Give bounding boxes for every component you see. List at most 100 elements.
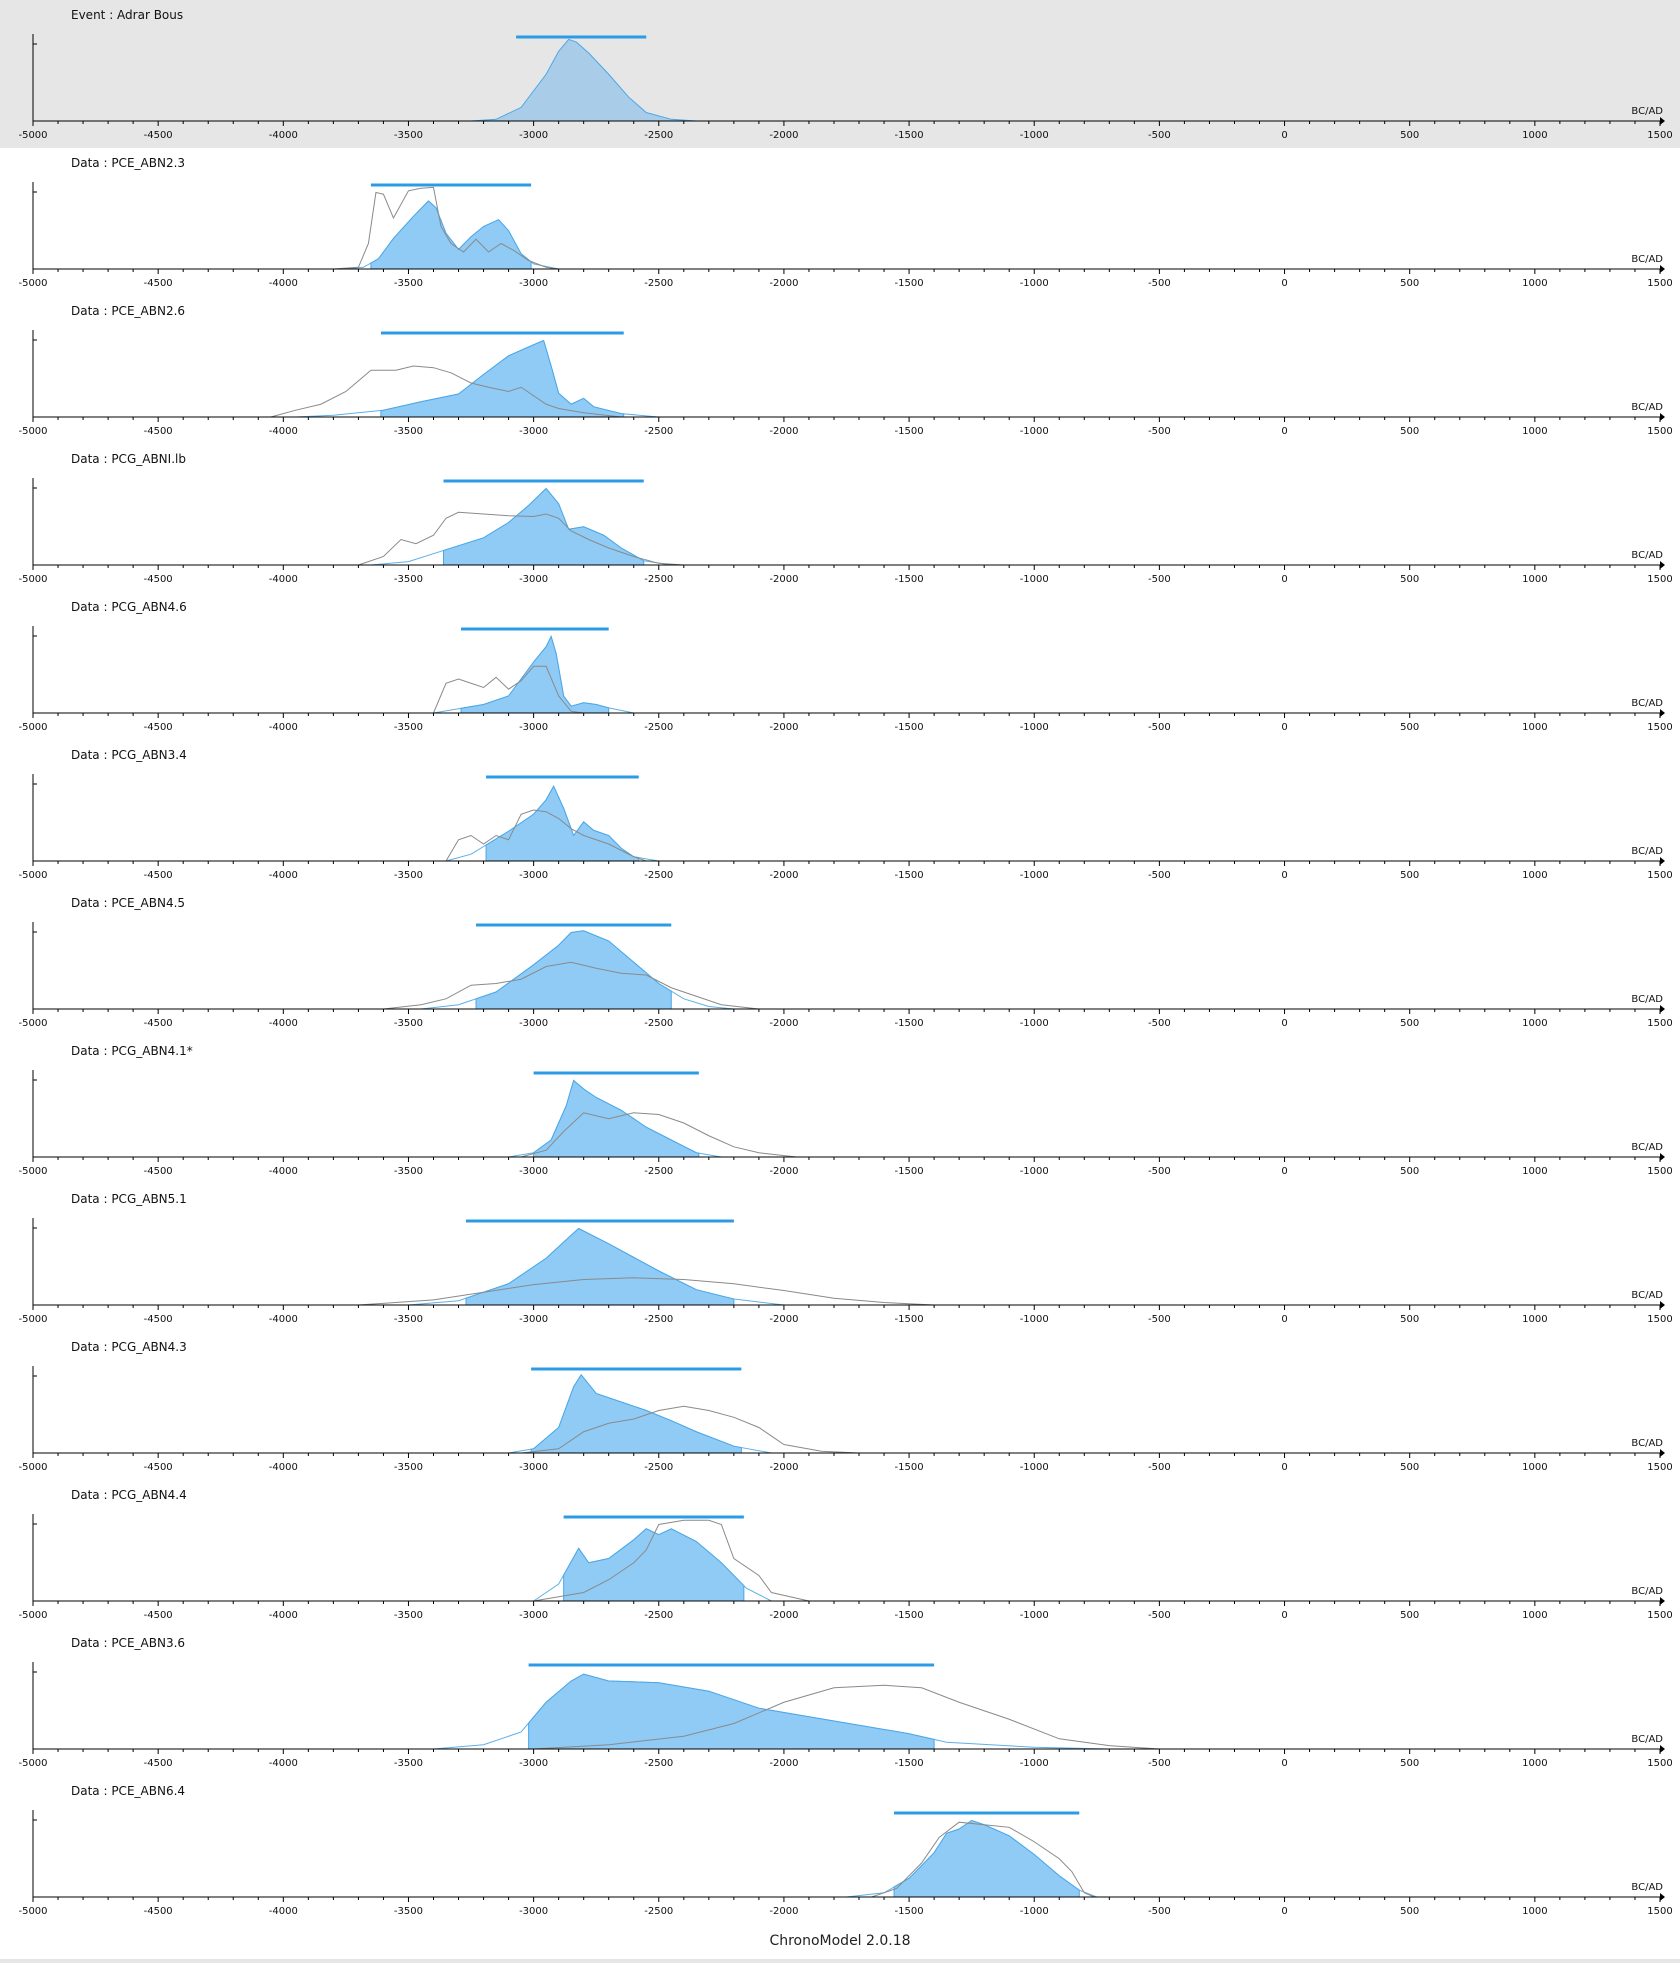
density-plot: -5000 -4500 -4000 -3500 -3000 -2500 -2000 -1500… — [18, 1514, 1673, 1621]
x-tick-label: -3000 — [519, 130, 548, 141]
x-tick-label: -1000 — [1020, 1906, 1049, 1917]
x-tick-label: 500 — [1400, 1758, 1419, 1769]
x-tick-label: -5000 — [18, 1018, 47, 1029]
x-tick-label: 0 — [1281, 1166, 1287, 1177]
x-axis-arrow — [1660, 561, 1665, 569]
x-tick-label: -4500 — [144, 1314, 173, 1325]
x-axis-arrow — [1660, 709, 1665, 717]
panel-title: Data : PCE_ABN2.3 — [71, 156, 186, 170]
x-tick-label: -4000 — [269, 426, 298, 437]
x-tick-label: 1500 — [1647, 870, 1672, 881]
x-tick-label: -2500 — [644, 574, 673, 585]
density-plot: -5000 -4500 -4000 -3500 -3000 -2500 -2000 -1500… — [18, 1218, 1673, 1325]
x-tick-label: -4000 — [269, 870, 298, 881]
data-panel: Data : PCE_ABN2.6 -5000 -4500 -4000 -3500 -30… — [0, 296, 1680, 444]
density-plot: -5000 -4500 -4000 -3500 -3000 -2500 -2000 -1500… — [18, 1070, 1673, 1177]
x-tick-label: -4500 — [144, 278, 173, 289]
x-tick-label: -500 — [1148, 1906, 1171, 1917]
x-tick-label: -2000 — [769, 870, 798, 881]
data-panel: Data : PCG_ABN4.3 -5000 -4500 -4000 -3500 -30… — [0, 1332, 1680, 1480]
hpd-area — [563, 1528, 745, 1602]
x-axis-arrow — [1660, 413, 1665, 421]
x-tick-label: 1500 — [1647, 1758, 1672, 1769]
x-tick-label: -4500 — [144, 870, 173, 881]
x-tick-label: -4500 — [144, 574, 173, 585]
x-tick-label: -4500 — [144, 1166, 173, 1177]
x-tick-label: -1000 — [1020, 1610, 1049, 1621]
x-tick-label: 500 — [1400, 1906, 1419, 1917]
calibration-curve — [871, 1821, 1095, 1898]
x-tick-label: -2000 — [769, 1610, 798, 1621]
x-axis-unit-label: BC/AD — [1631, 550, 1663, 561]
hpd-area — [533, 1079, 700, 1158]
x-tick-label: -1000 — [1020, 870, 1049, 881]
x-tick-label: -500 — [1148, 574, 1171, 585]
data-panel: Data : PCG_ABN4.4 -5000 -4500 -4000 -3500 -30… — [0, 1480, 1680, 1628]
x-tick-label: -3500 — [394, 426, 423, 437]
hpd-area — [528, 1673, 935, 1750]
density-plot: -5000 -4500 -4000 -3500 -3000 -2500 -2000 -1500… — [18, 478, 1673, 585]
x-axis-unit-label: BC/AD — [1631, 1142, 1663, 1153]
x-tick-label: -2500 — [644, 278, 673, 289]
x-axis-unit-label: BC/AD — [1631, 1438, 1663, 1449]
x-axis-arrow — [1660, 265, 1665, 273]
x-tick-label: -1000 — [1020, 426, 1049, 437]
panel-title: Data : PCG_ABN4.6 — [71, 600, 187, 614]
calibration-curve — [333, 186, 559, 270]
x-tick-label: -3500 — [394, 1166, 423, 1177]
x-tick-label: 1000 — [1522, 722, 1547, 733]
x-tick-label: 0 — [1281, 426, 1287, 437]
x-tick-label: 500 — [1400, 426, 1419, 437]
calibration-curve — [383, 961, 759, 1010]
x-tick-label: -5000 — [18, 574, 47, 585]
calibration-curve — [533, 1519, 810, 1602]
x-tick-label: -500 — [1148, 426, 1171, 437]
x-tick-label: 1500 — [1647, 1314, 1672, 1325]
hpd-area — [475, 930, 672, 1010]
panel-title: Data : PCE_ABN3.6 — [71, 1636, 186, 1650]
x-tick-label: -2500 — [644, 722, 673, 733]
x-axis-unit-label: BC/AD — [1631, 1290, 1663, 1301]
x-tick-label: -3000 — [519, 1758, 548, 1769]
x-tick-label: 1500 — [1647, 426, 1672, 437]
x-tick-label: 500 — [1400, 574, 1419, 585]
x-tick-label: 1000 — [1522, 574, 1547, 585]
x-tick-label: -1000 — [1020, 1018, 1049, 1029]
x-tick-label: 0 — [1281, 278, 1287, 289]
x-tick-label: 0 — [1281, 1906, 1287, 1917]
x-tick-label: 1000 — [1522, 426, 1547, 437]
x-axis-unit-label: BC/AD — [1631, 698, 1663, 709]
x-tick-label: -2000 — [769, 722, 798, 733]
x-tick-label: -1500 — [895, 1462, 924, 1473]
x-tick-label: -5000 — [18, 1314, 47, 1325]
x-tick-label: -4000 — [269, 130, 298, 141]
x-tick-label: -3000 — [519, 1166, 548, 1177]
x-tick-label: 500 — [1400, 1018, 1419, 1029]
x-tick-label: -500 — [1148, 278, 1171, 289]
x-tick-label: -3500 — [394, 1462, 423, 1473]
data-panel: Data : PCE_ABN6.4 -5000 -4500 -4000 -3500 -30… — [0, 1776, 1680, 1924]
x-tick-label: 1500 — [1647, 1610, 1672, 1621]
density-plot: -5000 -4500 -4000 -3500 -3000 -2500 -2000 -1500… — [18, 1366, 1673, 1473]
x-axis-arrow — [1660, 1449, 1665, 1457]
x-tick-label: -5000 — [18, 130, 47, 141]
x-tick-label: 0 — [1281, 722, 1287, 733]
x-tick-label: -2500 — [644, 130, 673, 141]
x-tick-label: -2500 — [644, 426, 673, 437]
x-tick-label: -3500 — [394, 1314, 423, 1325]
calibration-curve — [358, 1277, 935, 1306]
x-axis-arrow — [1660, 1893, 1665, 1901]
density-plot: -5000 -4500 -4000 -3500 -3000 -2500 -2000 -1500… — [18, 626, 1673, 733]
x-tick-label: -5000 — [18, 722, 47, 733]
x-tick-label: 1000 — [1522, 1166, 1547, 1177]
x-tick-label: -4000 — [269, 1610, 298, 1621]
data-panel: Data : PCG_ABN5.1 -5000 -4500 -4000 -3500 -30… — [0, 1184, 1680, 1332]
x-axis-arrow — [1660, 1301, 1665, 1309]
x-tick-label: 1500 — [1647, 130, 1672, 141]
x-tick-label: -3500 — [394, 574, 423, 585]
x-tick-label: -1000 — [1020, 1166, 1049, 1177]
x-tick-label: -4500 — [144, 1906, 173, 1917]
x-tick-label: 0 — [1281, 1314, 1287, 1325]
x-axis-arrow — [1660, 117, 1665, 125]
x-axis-arrow — [1660, 1153, 1665, 1161]
